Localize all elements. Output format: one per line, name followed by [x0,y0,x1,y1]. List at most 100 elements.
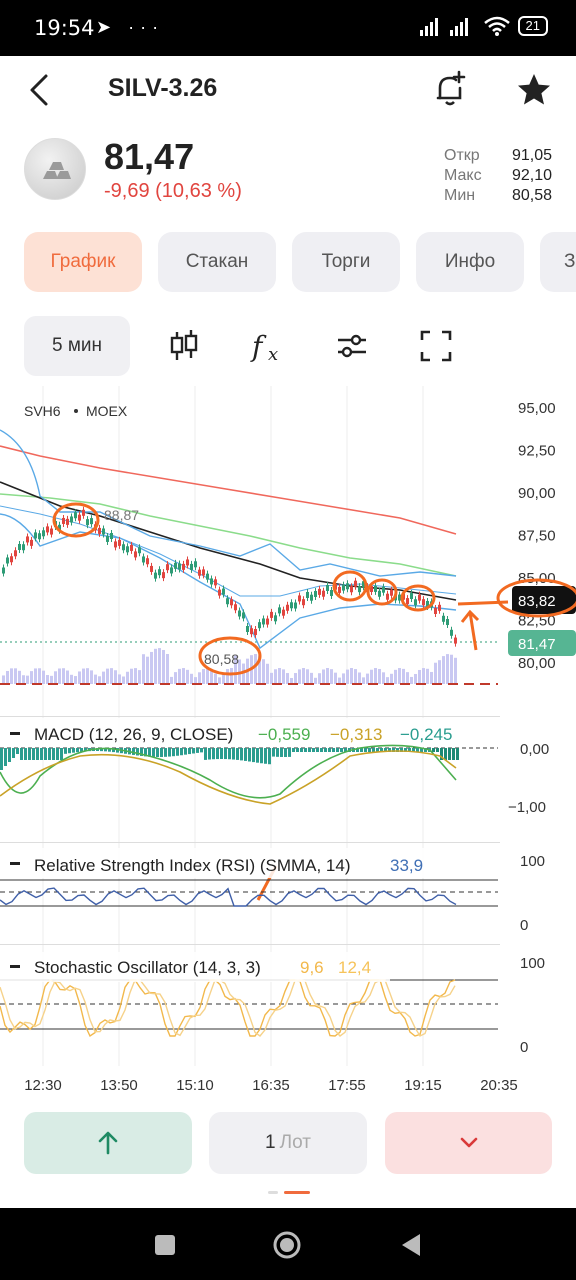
volume-bar [166,654,169,684]
volume-bar [382,672,385,684]
volume-bar [122,676,125,684]
macd-hist-bar [232,748,235,760]
home-icon[interactable] [272,1230,302,1260]
candlestick-type-icon[interactable] [164,326,204,366]
macd-hist-bar [404,748,407,752]
stoch-axis-100: 100 [520,955,545,972]
candle-body [102,528,105,535]
sell-button[interactable] [385,1112,552,1174]
volume-bar [282,669,285,684]
volume-bar [54,671,57,684]
stat-value: 91,05 [511,147,552,164]
recent-apps-icon[interactable] [150,1230,180,1260]
back-arrow-icon[interactable] [24,70,60,110]
candle-body [126,546,129,553]
candle-body [390,589,393,596]
tab-chart[interactable]: График [24,232,142,292]
tab-more[interactable]: З [540,232,576,292]
candle-body [130,544,133,551]
collapse-icon[interactable] [10,862,20,865]
volume-bar [358,672,361,684]
volume-bar [206,668,209,684]
volume-bar [434,662,437,684]
pane-divider[interactable] [0,716,500,717]
macd-hist-bar [104,748,107,752]
macd-hist-bar [412,748,415,752]
macd-hist-bar [308,748,311,752]
candle-body [354,580,357,587]
candle-body [18,543,21,550]
macd-hist-bar [400,748,403,752]
pane-divider[interactable] [0,944,500,945]
favorite-star-icon[interactable] [514,70,554,110]
volume-bar [322,669,325,684]
volume-bar [442,656,445,684]
add-alert-bell-icon[interactable] [430,70,470,110]
macd-hist-bar [52,748,55,760]
macd-hist-bar [204,748,207,760]
page-indicator [268,1191,312,1195]
buy-button[interactable] [24,1112,192,1174]
candle-body [438,604,441,611]
candle-body [158,569,161,576]
collapse-icon[interactable] [10,732,20,735]
signal-icon [419,18,468,36]
macd-hist-bar [36,748,39,760]
macd-hist-bar [316,748,319,752]
macd-hist-bar [272,748,275,757]
candle-body [254,629,257,636]
volume-bar [198,672,201,684]
macd-hist-bar [40,748,43,760]
macd-hist-bar [152,748,155,757]
price-chart[interactable]: SVH6 MOEX 95,0092,5090,0087,5085,0082,50… [0,386,576,1100]
time-axis-label: 16:35 [252,1077,290,1094]
collapse-icon[interactable] [10,965,20,968]
macd-hist-bar [280,748,283,757]
chevron-down-icon [460,1137,477,1148]
volume-bar [426,668,429,684]
macd-hist-bar [184,748,187,755]
indicators-fx-icon[interactable]: f x [248,326,288,366]
candle-body [170,567,173,574]
macd-hist-bar [60,748,63,760]
pane-divider[interactable] [0,842,500,843]
candle-body [178,563,181,570]
fullscreen-icon[interactable] [416,326,456,366]
macd-hist-bar [76,748,79,753]
macd-axis-0: 0,00 [520,741,549,758]
bollinger-upper-line [0,429,457,577]
rsi-axis-100: 100 [520,853,545,870]
macd-value-2: −0,313 [330,725,382,744]
volume-bar [234,655,237,684]
macd-hist-bar [108,748,111,752]
app-bar: SILV-3.26 [0,56,576,124]
settings-sliders-icon[interactable] [332,326,372,366]
candle-body [302,599,305,606]
volume-bar [294,673,297,684]
volume-bar [230,668,233,684]
macd-hist-bar [252,748,255,763]
macd-legend-bg [0,718,498,748]
candle-body [146,558,149,565]
macd-hist-bar [200,748,203,753]
candle-body [2,567,5,574]
volume-bar [422,668,425,684]
volume-bar [170,676,173,684]
candle-body [110,533,113,540]
candle-body [86,519,89,526]
tab-order-book[interactable]: Стакан [158,232,276,292]
candle-body [306,591,309,598]
tab-info[interactable]: Инфо [416,232,524,292]
back-icon[interactable] [396,1230,426,1260]
volume-bar [326,668,329,684]
macd-hist-bar [84,748,87,752]
timeframe-button[interactable]: 5 мин [24,316,130,376]
volume-bar [174,672,177,684]
tab-trades[interactable]: Торги [292,232,400,292]
candle-body [226,598,229,605]
volume-bar [214,673,217,684]
candle-body [330,589,333,596]
candle-body [378,590,381,597]
lot-quantity[interactable]: 1 Лот [209,1112,367,1174]
candle-body [14,550,17,557]
